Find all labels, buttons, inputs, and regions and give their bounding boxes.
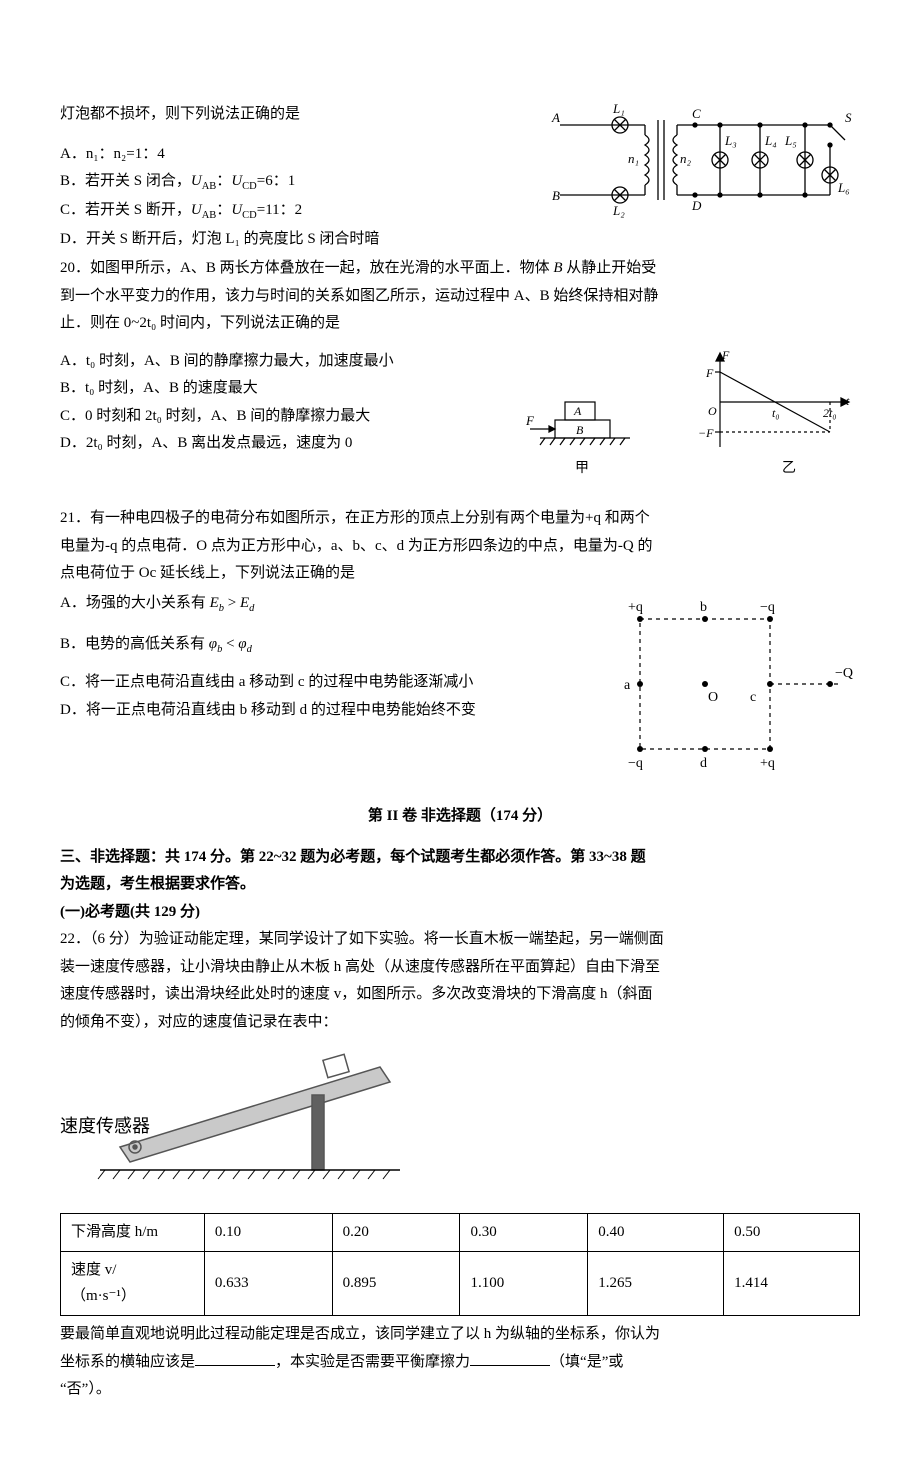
table-row: 下滑高度 h/m 0.10 0.20 0.30 0.40 0.50 bbox=[61, 1213, 860, 1252]
q22-after1: 要最简单直观地说明此过程动能定理是否成立，该同学建立了以 h 为纵轴的坐标系，你… bbox=[60, 1322, 860, 1348]
q20-optD: D．2t₀ 时刻，A、B 离出发点最远，速度为 0 bbox=[60, 431, 510, 457]
q20-figure: A B F 甲 F bbox=[520, 347, 860, 497]
required-title: (一)必考题(共 129 分) bbox=[60, 900, 860, 926]
svg-text:乙: 乙 bbox=[782, 460, 796, 476]
q22-after3: “否”）。 bbox=[60, 1377, 860, 1403]
blank-1[interactable] bbox=[195, 1350, 275, 1366]
q19-optB-pre: B．若开关 S 闭合， bbox=[60, 173, 191, 189]
q21-optA: A．场强的大小关系有 Eb > Ed bbox=[60, 591, 590, 618]
q20-optA: A．t₀ 时刻，A、B 间的静摩擦力最大，加速度最小 bbox=[60, 349, 510, 375]
lbl-L3: L₃ bbox=[724, 133, 737, 148]
svg-text:a: a bbox=[624, 678, 631, 693]
q19-Uab: U bbox=[191, 173, 202, 189]
q21-line3: 点电荷位于 Oc 延长线上，下列说法正确的是 bbox=[60, 561, 860, 587]
q19-circuit: A B C D S L₁ L₂ L₃ L₄ L₅ L₆ n₁ n₂ bbox=[550, 100, 860, 230]
q22-line1: 22．（6 分）为验证动能定理，某同学设计了如下实验。将一长直木板一端垫起，另一… bbox=[60, 927, 860, 953]
q21-optD: D．将一正点电荷沿直线由 b 移动到 d 的过程中电势能始终不变 bbox=[60, 698, 590, 724]
lbl-L1: L₁ bbox=[612, 101, 625, 116]
q21-optC: C．将一正点电荷沿直线由 a 移动到 c 的过程中电势能逐渐减小 bbox=[60, 670, 590, 696]
q19-optC-post: =11：2 bbox=[257, 202, 302, 218]
svg-text:O: O bbox=[708, 404, 717, 418]
svg-text:t₀: t₀ bbox=[772, 406, 780, 420]
lbl-n2: n₂ bbox=[680, 151, 692, 166]
q20-line1: 20．如图甲所示，A、B 两长方体叠放在一起，放在光滑的水平面上．物体 B 从静… bbox=[60, 256, 860, 282]
svg-text:d: d bbox=[700, 756, 707, 771]
svg-text:−F: −F bbox=[698, 426, 714, 440]
section2-title: 第 II 卷 非选择题（174 分） bbox=[60, 804, 860, 830]
lbl-C: C bbox=[692, 106, 701, 121]
q21-line2: 电量为-q 的点电荷．O 点为正方形中心，a、b、c、d 为正方形四条边的中点，… bbox=[60, 534, 860, 560]
q21-figure: +q −q −q +q −Q b d a c O bbox=[600, 589, 860, 799]
instructions-2: 为选题，考生根据要求作答。 bbox=[60, 872, 860, 898]
q19-block: 灯泡都不损坏，则下列说法正确的是 A．n₁：n₂=1：4 B．若开关 S 闭合，… bbox=[60, 100, 860, 254]
svg-text:b: b bbox=[700, 600, 707, 615]
q20-line2: 到一个水平变力的作用，该力与时间的关系如图乙所示，运动过程中 A、B 始终保持相… bbox=[60, 284, 860, 310]
svg-text:B: B bbox=[576, 423, 584, 437]
lbl-L5: L₅ bbox=[784, 133, 797, 148]
lbl-n1: n₁ bbox=[628, 151, 639, 166]
svg-text:t: t bbox=[846, 394, 850, 408]
q20-line3: 止．则在 0~2t₀ 时间内，下列说法正确的是 bbox=[60, 311, 860, 337]
q22-after2: 坐标系的横轴应该是，本实验是否需要平衡摩擦力（填“是”或 bbox=[60, 1350, 860, 1376]
table-row: 速度 v/ （m·s⁻¹） 0.633 0.895 1.100 1.265 1.… bbox=[61, 1252, 860, 1316]
lbl-L4: L₄ bbox=[764, 133, 777, 148]
lbl-L6: L₆ bbox=[837, 180, 850, 195]
q20-optC: C．0 时刻和 2t₀ 时刻，A、B 间的静摩擦力最大 bbox=[60, 404, 510, 430]
q22-figure: 速度传感器 bbox=[60, 1037, 860, 1207]
svg-text:c: c bbox=[750, 690, 756, 705]
lbl-L2: L₂ bbox=[612, 203, 625, 218]
sensor-label: 速度传感器 bbox=[60, 1116, 150, 1136]
q22-table: 下滑高度 h/m 0.10 0.20 0.30 0.40 0.50 速度 v/ … bbox=[60, 1213, 860, 1317]
lbl-D: D bbox=[691, 198, 702, 213]
lbl-S: S bbox=[845, 110, 852, 125]
q19-ab: AB bbox=[202, 181, 217, 192]
q19-optC: C．若开关 S 断开，UAB：UCD=11：2 bbox=[60, 198, 540, 225]
th-v: 速度 v/ （m·s⁻¹） bbox=[61, 1252, 205, 1316]
q19-optD: D．开关 S 断开后，灯泡 L₁ 的亮度比 S 闭合时暗 bbox=[60, 227, 540, 253]
q21-block: A．场强的大小关系有 Eb > Ed B．电势的高低关系有 φb < φd C．… bbox=[60, 589, 860, 799]
svg-text:F: F bbox=[525, 413, 535, 428]
q19-optB-post: =6：1 bbox=[257, 173, 295, 189]
q20-optB: B．t₀ 时刻，A、B 的速度最大 bbox=[60, 376, 510, 402]
q19-optB: B．若开关 S 闭合，UAB：UCD=6：1 bbox=[60, 169, 540, 196]
q22-line4: 的倾角不变），对应的速度值记录在表中： bbox=[60, 1010, 860, 1036]
q22-line2: 装一速度传感器，让小滑块由静止从木板 h 高处（从速度传感器所在平面算起）自由下… bbox=[60, 955, 860, 981]
svg-text:−q: −q bbox=[760, 600, 775, 615]
q19-Ucd: U bbox=[231, 173, 242, 189]
instructions-1: 三、非选择题：共 174 分。第 22~32 题为必考题，每个试题考生都必须作答… bbox=[60, 845, 860, 871]
svg-text:2t₀: 2t₀ bbox=[823, 406, 837, 420]
q22-line3: 速度传感器时，读出滑块经此处时的速度 v，如图所示。多次改变滑块的下滑高度 h（… bbox=[60, 982, 860, 1008]
lbl-A: A bbox=[551, 110, 560, 125]
svg-text:F: F bbox=[721, 348, 730, 362]
q19-cd: CD bbox=[242, 181, 257, 192]
q21-line1: 21．有一种电四极子的电荷分布如图所示，在正方形的顶点上分别有两个电量为+q 和… bbox=[60, 506, 860, 532]
svg-text:F: F bbox=[705, 366, 714, 380]
q19-optC-pre: C．若开关 S 断开， bbox=[60, 202, 191, 218]
lbl-B: B bbox=[552, 188, 560, 203]
svg-text:+q: +q bbox=[760, 756, 775, 771]
svg-text:−Q: −Q bbox=[835, 666, 853, 681]
svg-text:O: O bbox=[708, 690, 718, 705]
svg-text:−q: −q bbox=[628, 756, 643, 771]
q19-stem-cont: 灯泡都不损坏，则下列说法正确的是 bbox=[60, 102, 540, 128]
th-h: 下滑高度 h/m bbox=[61, 1213, 205, 1252]
q21-optB: B．电势的高低关系有 φb < φd bbox=[60, 632, 590, 659]
svg-text:+q: +q bbox=[628, 600, 643, 615]
svg-text:甲: 甲 bbox=[575, 461, 589, 476]
q20-block: A．t₀ 时刻，A、B 间的静摩擦力最大，加速度最小 B．t₀ 时刻，A、B 的… bbox=[60, 347, 860, 497]
svg-text:A: A bbox=[573, 404, 582, 418]
blank-2[interactable] bbox=[470, 1350, 550, 1366]
q19-optA: A．n₁：n₂=1：4 bbox=[60, 142, 540, 168]
